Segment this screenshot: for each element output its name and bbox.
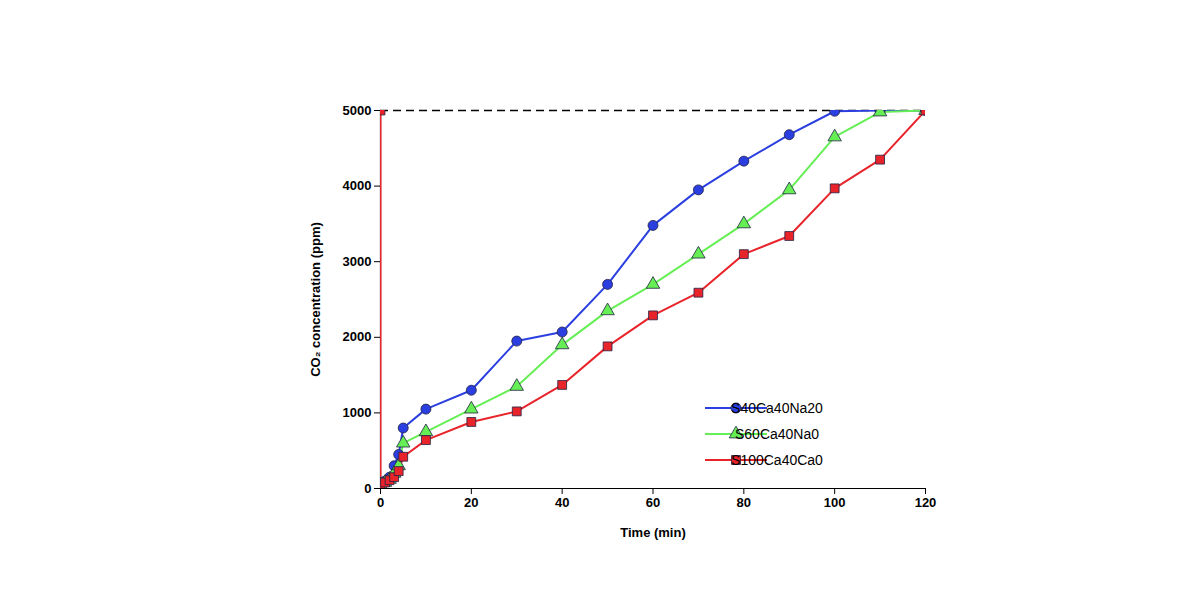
svg-text:0: 0 [364,481,371,496]
svg-text:40: 40 [555,495,569,510]
svg-text:2000: 2000 [343,329,372,344]
svg-text:S40Ca40Na20: S40Ca40Na20 [731,400,823,416]
svg-text:4000: 4000 [343,178,372,193]
svg-text:80: 80 [737,495,751,510]
svg-text:1000: 1000 [343,405,372,420]
svg-text:60: 60 [646,495,660,510]
svg-text:0: 0 [377,495,384,510]
svg-text:Time (min): Time (min) [620,525,686,540]
svg-text:S60Ca40Na0: S60Ca40Na0 [735,426,819,442]
svg-text:120: 120 [915,495,937,510]
svg-text:5000: 5000 [343,103,372,118]
svg-text:20: 20 [464,495,478,510]
svg-text:3000: 3000 [343,254,372,269]
svg-text:100: 100 [824,495,846,510]
svg-text:S100Ca40Ca0: S100Ca40Ca0 [731,452,823,468]
svg-text:CO₂ concentration (ppm): CO₂ concentration (ppm) [308,222,323,377]
